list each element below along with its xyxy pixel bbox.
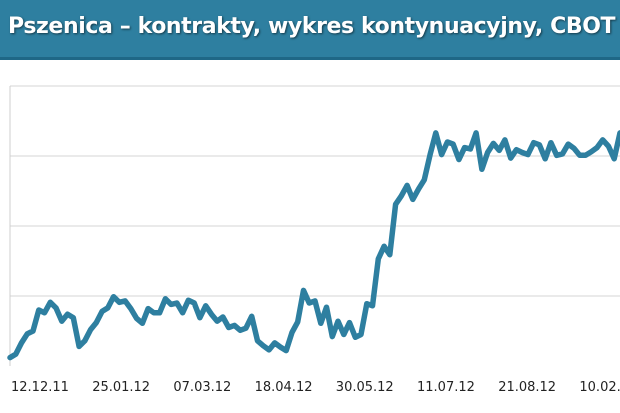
chart-plot: 12.12.11 25.01.12 07.03.12 18.04.12 30.05.12… (7, 85, 620, 395)
x-tick-label: 11.07.12 (417, 380, 475, 395)
x-tick-label: 30.05.12 (336, 380, 394, 395)
series-line (7, 130, 620, 361)
x-tick-label: 25.01.12 (92, 380, 150, 395)
x-tick-label: 12.12.11 (11, 380, 69, 395)
x-tick-label: 21.08.12 (498, 380, 556, 395)
x-tick-label: 10.02.12 (579, 380, 620, 395)
chart-title-bar: Pszenica – kontrakty, wykres kontynuacyj… (0, 0, 620, 60)
chart-title: Pszenica – kontrakty, wykres kontynuacyj… (8, 14, 616, 39)
grid-lines (10, 85, 620, 297)
x-tick-label: 18.04.12 (255, 380, 313, 395)
x-tick-labels: 12.12.11 25.01.12 07.03.12 18.04.12 30.05.12… (11, 380, 620, 395)
x-tick-label: 07.03.12 (173, 380, 231, 395)
